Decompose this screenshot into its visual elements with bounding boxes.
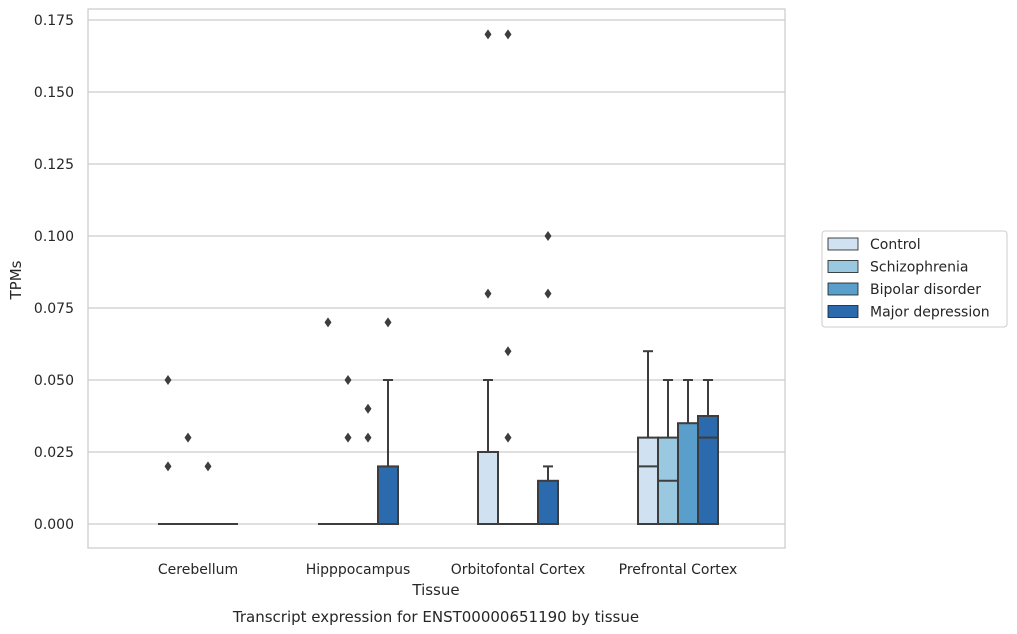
outlier-point: [484, 288, 492, 299]
box: [178, 432, 198, 525]
outlier-point: [484, 29, 492, 40]
x-axis-label: Tissue: [411, 581, 459, 599]
chart-caption: Transcript expression for ENST0000065119…: [232, 608, 639, 626]
box-body: [377, 465, 399, 525]
y-tick-label: 0.100: [34, 229, 74, 245]
box: [318, 317, 338, 525]
legend-label: Control: [870, 237, 921, 253]
y-tick-label: 0.050: [34, 373, 74, 389]
series-major-depression: [218, 231, 719, 525]
outlier-point: [504, 432, 512, 443]
y-axis-label: TPMs: [7, 260, 25, 300]
box-body: [697, 415, 719, 525]
legend: Control Schizophrenia Bipolar disorder Majo…: [821, 230, 1008, 328]
legend-label: Bipolar disorder: [870, 282, 981, 298]
box-body: [637, 436, 659, 526]
series-schizophrenia: [178, 29, 679, 526]
box: [697, 379, 719, 525]
legend-swatch: [827, 305, 859, 318]
legend-swatch: [827, 237, 859, 251]
outlier-point: [204, 461, 212, 472]
legend-swatch: [827, 260, 859, 273]
outlier-point: [164, 375, 172, 385]
box-series: [158, 29, 719, 526]
outlier-point: [544, 231, 552, 241]
plot-frame: [87, 8, 786, 549]
box-body: [677, 422, 699, 526]
y-tick-label: 0.000: [34, 517, 74, 533]
box: [677, 379, 699, 526]
outlier-point: [544, 288, 552, 299]
x-tick-label: Prefrontal Cortex: [619, 562, 738, 578]
series-control: [158, 29, 659, 526]
x-tick-label: Cerebellum: [158, 562, 238, 578]
outlier-point: [344, 432, 352, 443]
y-tick-label: 0.025: [34, 445, 74, 461]
box: [198, 461, 218, 525]
box: [358, 403, 378, 525]
outlier-point: [504, 29, 512, 40]
y-tick-label: 0.075: [34, 301, 74, 317]
legend-frame: [821, 230, 1008, 328]
legend-swatch: [827, 282, 859, 296]
outlier-point: [164, 461, 172, 472]
box: [537, 231, 559, 525]
legend-label: Major depression: [870, 305, 990, 321]
y-tick-label: 0.175: [34, 13, 74, 29]
box: [338, 375, 358, 525]
box: [158, 375, 178, 525]
box: [477, 29, 499, 525]
outlier-point: [324, 317, 332, 328]
box: [657, 379, 679, 526]
outlier-point: [364, 403, 372, 414]
box: [498, 29, 518, 525]
x-tick-label: Orbitofontal Cortex: [451, 562, 586, 578]
box: [377, 317, 399, 525]
outlier-point: [384, 317, 392, 328]
outlier-point: [504, 346, 512, 357]
box: [637, 350, 659, 526]
series-bipolar-disorder: [198, 379, 699, 526]
gridlines: [88, 19, 785, 525]
x-axis-ticks: Cerebellum Hipppocampus Orbitofontal Corte…: [158, 562, 737, 578]
y-tick-label: 0.150: [34, 85, 74, 101]
box-body: [537, 479, 559, 525]
x-tick-label: Hipppocampus: [306, 562, 411, 578]
outlier-point: [344, 375, 352, 385]
y-axis-ticks: 0.000 0.025 0.050 0.075 0.100 0.125 0.150 0.175: [34, 13, 74, 533]
outlier-point: [184, 432, 192, 443]
box-body: [477, 451, 499, 525]
outlier-point: [364, 432, 372, 443]
legend-label: Schizophrenia: [870, 260, 968, 276]
y-tick-label: 0.125: [34, 157, 74, 173]
